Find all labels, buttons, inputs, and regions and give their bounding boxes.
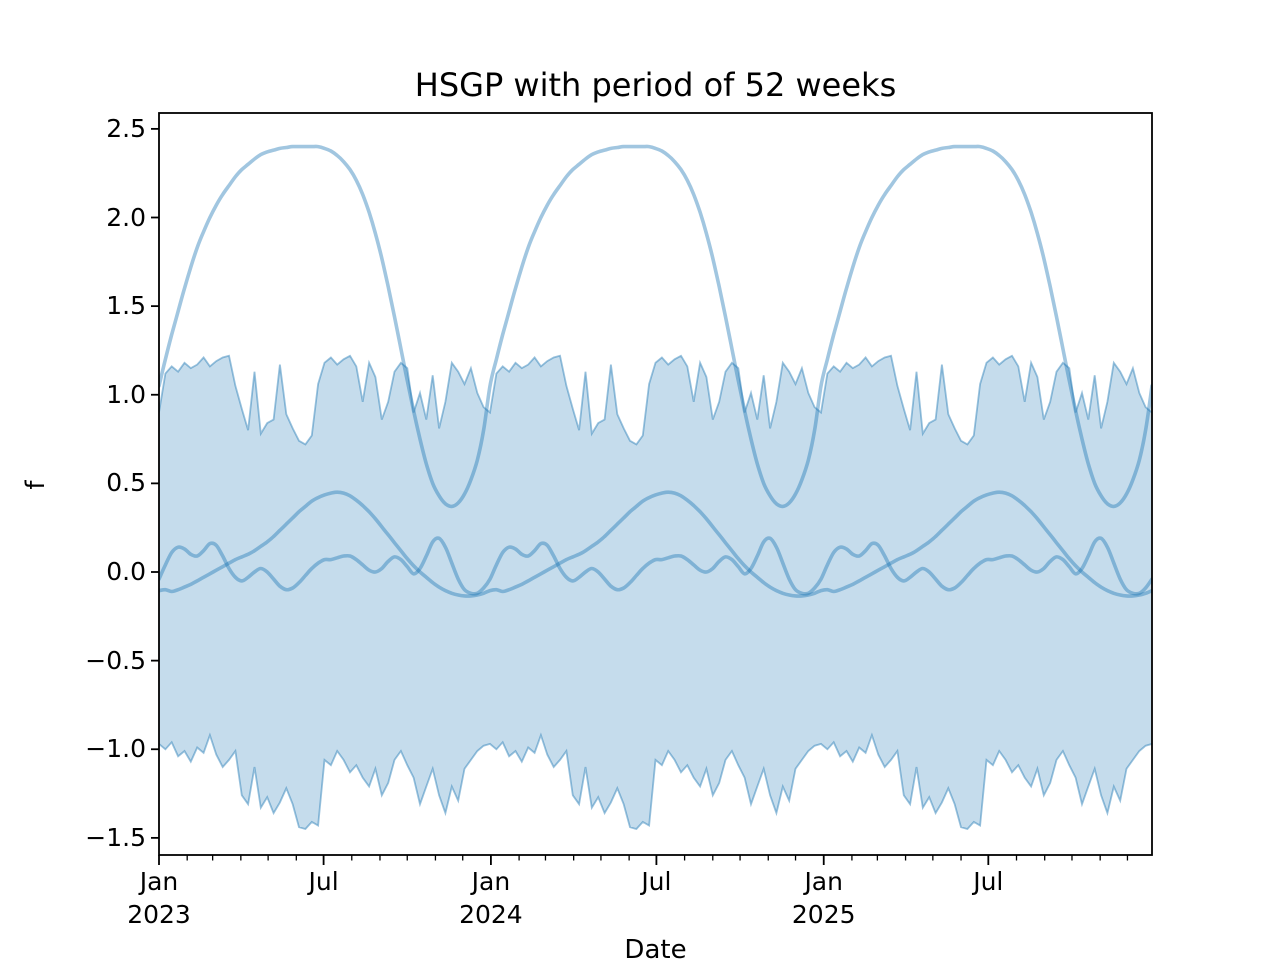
band-lower-edge	[159, 732, 1152, 831]
y-tick-label: −1.5	[85, 822, 146, 852]
axes-spines	[158, 112, 1153, 856]
y-tick-label: 1.0	[106, 379, 146, 409]
gp-sample-2-line	[159, 490, 1152, 598]
band-fill	[159, 355, 1152, 829]
x-tick-label: Jan	[471, 867, 511, 896]
y-tick-label: 0.0	[106, 557, 146, 586]
y-tick-label: 2.5	[106, 113, 146, 143]
chart-title: HSGP with period of 52 weeks	[414, 66, 897, 104]
y-axis-label: f	[21, 480, 51, 490]
y-tick-label: 1.5	[106, 291, 146, 321]
x-tick-year-label: 2023	[127, 900, 191, 929]
x-tick-label: Jul	[973, 867, 1004, 896]
y-tick-label: 0.5	[106, 468, 146, 498]
x-tick-year-label: 2024	[459, 900, 523, 929]
y-tick-label: 2.0	[106, 202, 146, 232]
x-axis-label: Date	[624, 935, 687, 960]
gp-sample-curves	[159, 144, 1152, 598]
y-tick-label: −0.5	[85, 645, 146, 675]
axes-frame	[158, 112, 1153, 856]
band-upper-edge	[159, 354, 1152, 446]
x-tick-label: Jan	[804, 867, 843, 896]
x-tick-year-label: 2025	[791, 900, 856, 929]
hdi-band	[159, 354, 1152, 831]
axis-ticks	[151, 127, 1129, 865]
x-tick-label: Jul	[308, 867, 339, 896]
gp-sample-3-line	[159, 536, 1152, 596]
y-tick-label: −1.0	[85, 734, 146, 764]
gp-sample-1-line	[159, 144, 1152, 509]
x-tick-label: Jul	[641, 867, 672, 896]
x-tick-label: Jan	[139, 867, 179, 896]
